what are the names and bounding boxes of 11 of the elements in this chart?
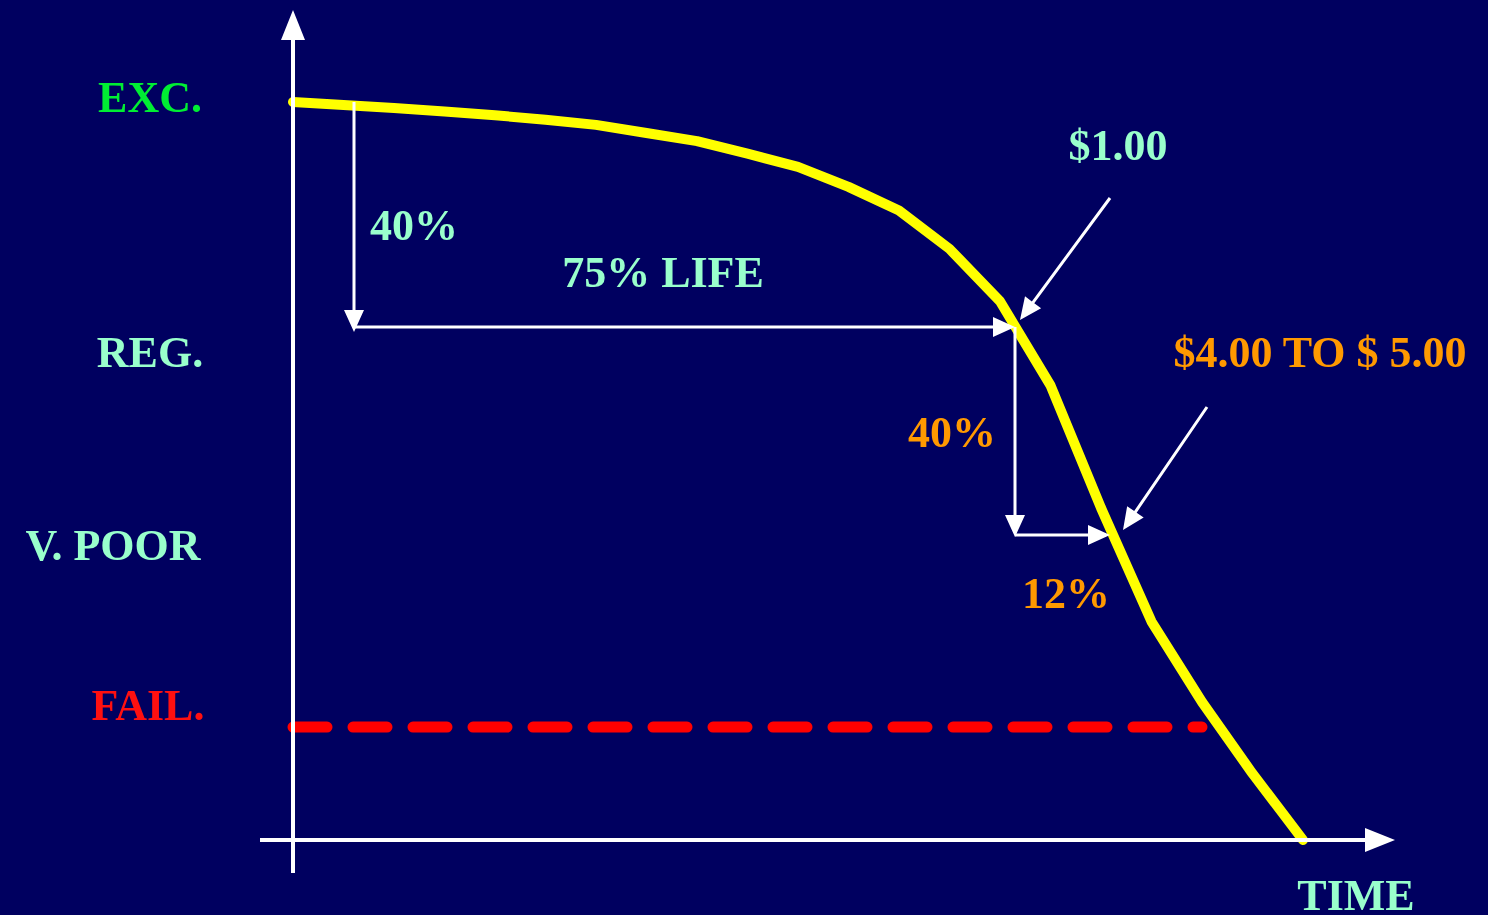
x-axis-title: TIME (1297, 870, 1415, 915)
annotation: $4.00 TO $ 5.00 (1173, 327, 1467, 377)
annotation: $1.00 (1068, 120, 1168, 170)
text: V. POOR (25, 520, 202, 570)
annotation: 40% (370, 200, 458, 250)
text: EXC. (98, 72, 202, 122)
annotation: 75% LIFE (562, 247, 764, 297)
text: REG. (96, 327, 204, 377)
annotation: 12% (1022, 568, 1110, 618)
text: FAIL. (91, 680, 205, 730)
annotation: 40% (908, 407, 996, 457)
